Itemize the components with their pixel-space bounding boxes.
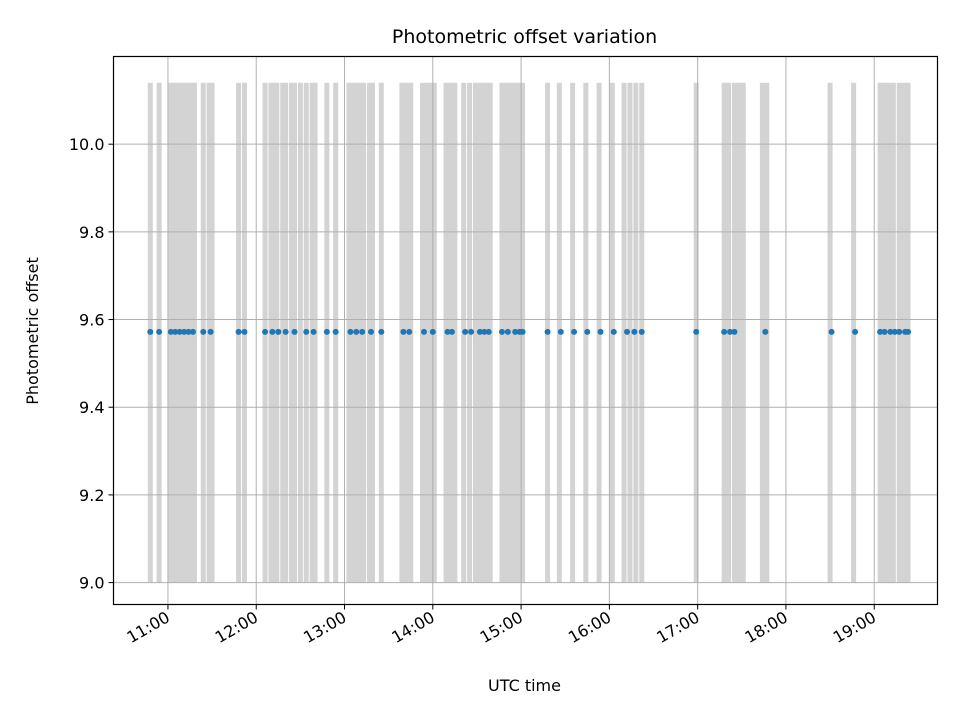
data-point xyxy=(905,328,912,335)
data-point xyxy=(181,328,188,335)
time-band xyxy=(759,82,765,583)
data-point xyxy=(167,328,174,335)
data-point xyxy=(721,328,728,335)
data-point xyxy=(332,328,339,335)
y-axis-label: Photometric offset xyxy=(23,257,42,405)
data-point xyxy=(828,328,835,335)
data-point xyxy=(762,328,769,335)
data-point xyxy=(624,328,631,335)
time-band xyxy=(502,82,508,583)
data-point xyxy=(406,328,413,335)
data-point xyxy=(323,328,330,335)
data-point xyxy=(498,328,505,335)
data-point xyxy=(512,328,519,335)
data-point xyxy=(504,328,511,335)
time-band xyxy=(621,82,627,583)
y-tick-label: 9.6 xyxy=(79,311,104,330)
data-point xyxy=(631,328,638,335)
time-band xyxy=(740,82,746,583)
time-band xyxy=(736,82,742,583)
time-band xyxy=(508,82,514,583)
data-point xyxy=(156,328,163,335)
y-axis: 9.0 9.2 9.4 9.6 9.8 10.0 xyxy=(69,135,114,593)
time-band xyxy=(627,82,633,583)
data-point xyxy=(207,328,214,335)
x-axis-label: UTC time xyxy=(488,676,561,695)
y-tick-label: 9.2 xyxy=(79,486,104,505)
data-point xyxy=(444,328,451,335)
data-point xyxy=(368,328,374,335)
data-point xyxy=(462,328,469,335)
y-tick-label: 9.8 xyxy=(79,223,104,242)
data-point xyxy=(275,328,282,335)
data-point xyxy=(147,328,154,335)
data-point xyxy=(241,328,248,335)
data-point xyxy=(185,328,192,335)
data-point xyxy=(485,328,492,335)
data-point xyxy=(896,328,903,335)
data-point xyxy=(282,328,289,335)
data-point xyxy=(544,328,551,335)
data-point xyxy=(172,328,179,335)
y-tick-label: 9.4 xyxy=(79,398,104,417)
plot-frame xyxy=(112,55,939,606)
data-point xyxy=(291,328,298,335)
data-point xyxy=(359,328,366,335)
data-point xyxy=(610,328,617,335)
data-point xyxy=(481,328,488,335)
data-point xyxy=(891,328,898,335)
data-point xyxy=(378,328,385,335)
data-point xyxy=(347,328,354,335)
data-point xyxy=(881,328,888,335)
data-point xyxy=(468,328,475,335)
data-point xyxy=(852,328,859,335)
data-point xyxy=(420,328,427,335)
data-point xyxy=(693,328,700,335)
data-point xyxy=(557,328,564,335)
data-point xyxy=(571,328,578,335)
data-point xyxy=(887,328,894,335)
data-point xyxy=(448,328,455,335)
data-point xyxy=(638,328,645,335)
y-tick-label: 10.0 xyxy=(69,135,105,154)
points-layer xyxy=(147,328,912,335)
time-band xyxy=(280,82,286,583)
data-point xyxy=(877,328,884,335)
data-point xyxy=(731,328,738,335)
data-point xyxy=(519,328,526,335)
data-point xyxy=(235,328,242,335)
time-band xyxy=(297,82,303,583)
data-point xyxy=(189,328,196,335)
data-point xyxy=(176,328,183,335)
time-band xyxy=(472,82,478,583)
data-point xyxy=(476,328,483,335)
time-band xyxy=(424,82,430,583)
data-point xyxy=(200,328,207,335)
chart-title: Photometric offset variation xyxy=(392,26,657,48)
data-point xyxy=(303,328,310,335)
data-point xyxy=(597,328,604,335)
data-point xyxy=(584,328,591,335)
time-band xyxy=(452,82,458,583)
data-point xyxy=(310,328,317,335)
data-point xyxy=(400,328,407,335)
time-band xyxy=(289,82,295,583)
data-point xyxy=(353,328,360,335)
data-point xyxy=(269,328,276,335)
y-tick-label: 9.0 xyxy=(79,574,104,593)
data-point xyxy=(262,328,269,335)
data-point xyxy=(429,328,436,335)
data-point xyxy=(727,328,734,335)
